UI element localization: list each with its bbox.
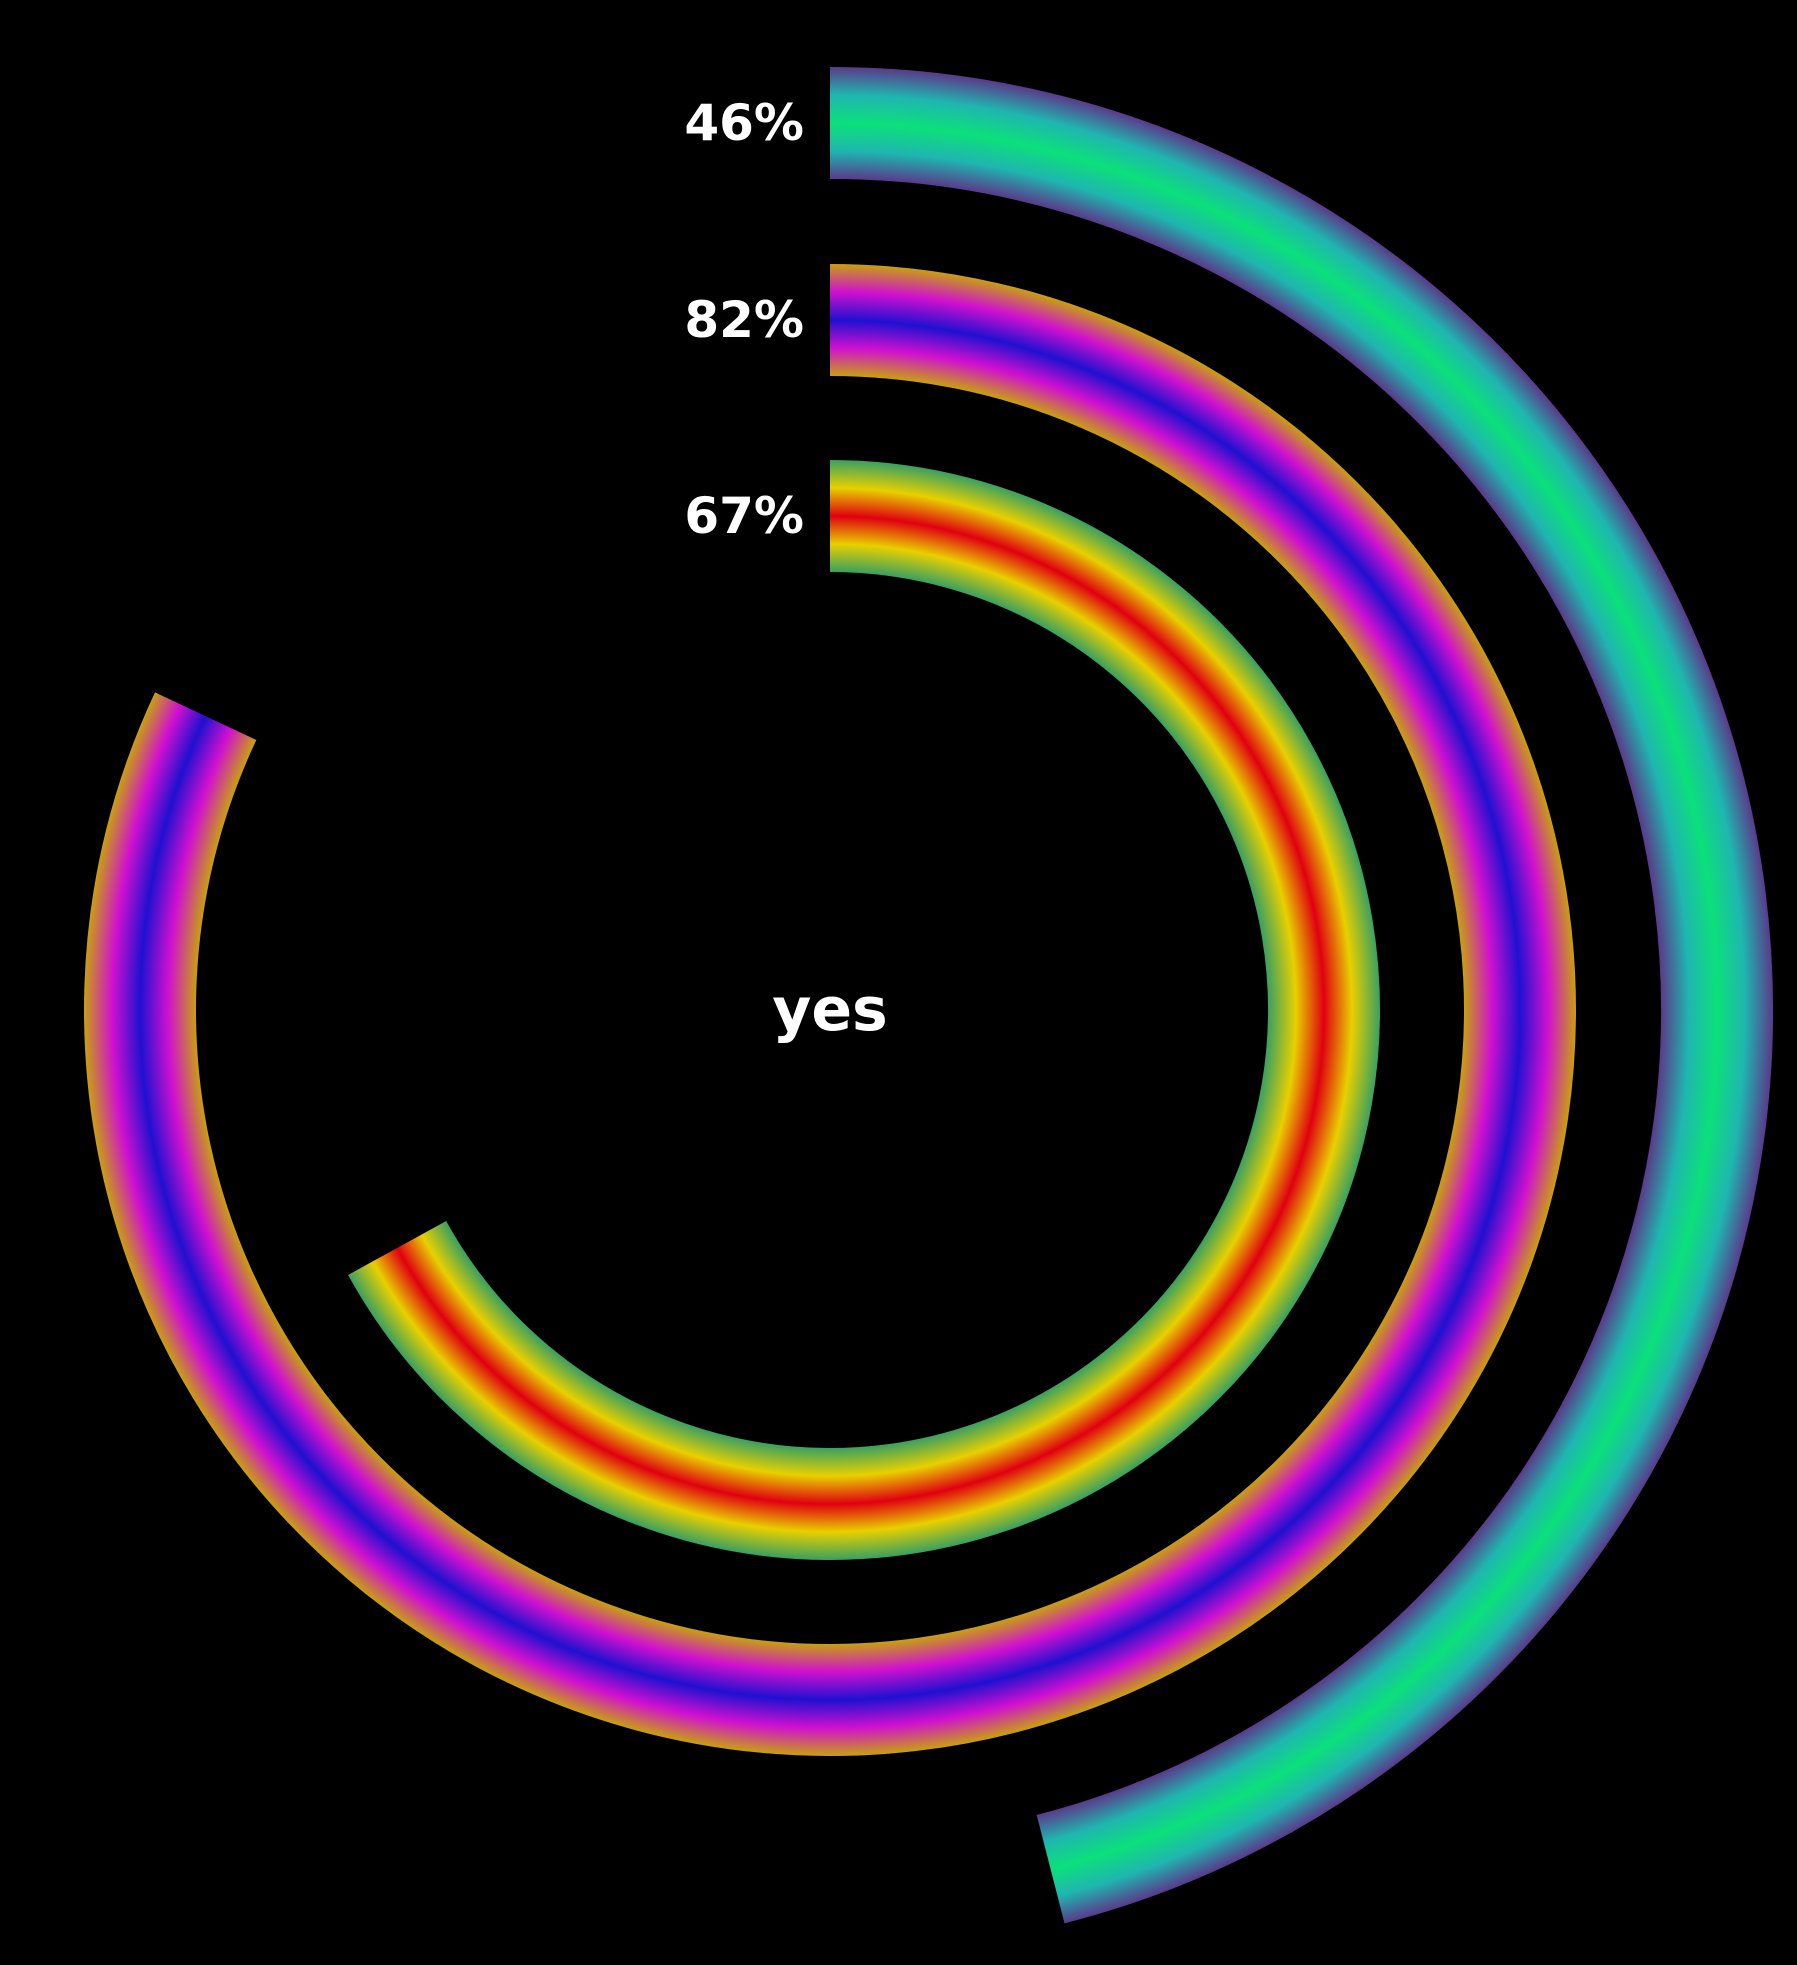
center-label: yes [772, 975, 888, 1045]
ring-value-label: 67% [684, 487, 804, 545]
ring-value-label: 46% [684, 94, 804, 152]
ring-arc-67 [348, 460, 1380, 1560]
ring-value-label: 82% [684, 291, 804, 349]
ring-arc-46 [829, 67, 1773, 1924]
ring-arc-82 [84, 264, 1576, 1756]
